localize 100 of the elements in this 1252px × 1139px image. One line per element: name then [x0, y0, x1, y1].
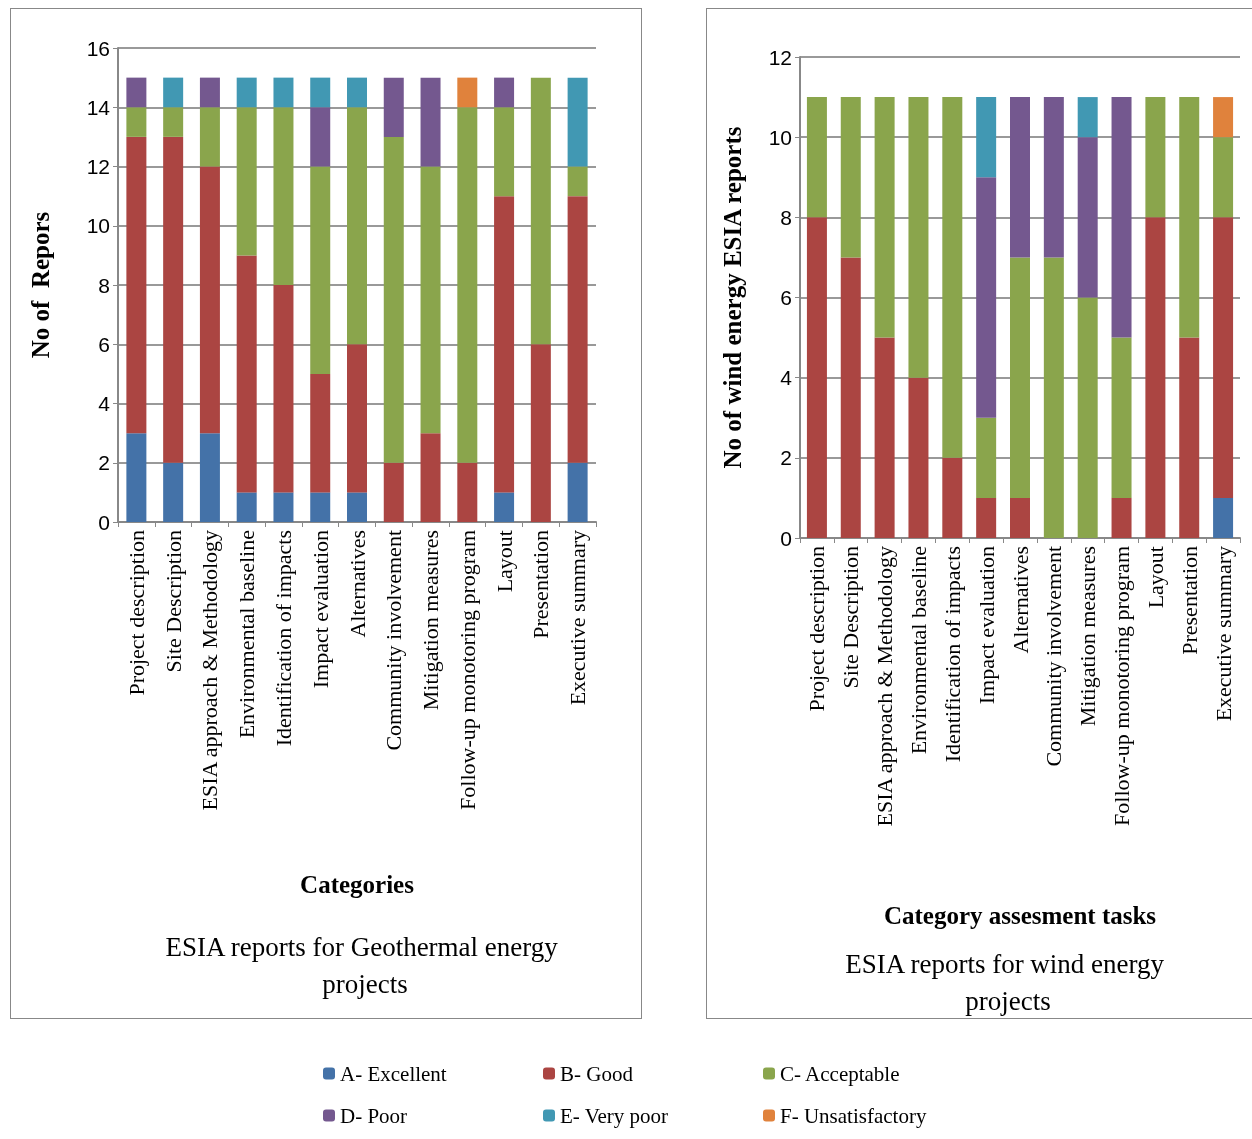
y-tick-label: 14 — [86, 95, 111, 119]
bar — [163, 77, 184, 108]
text: ESIA reports for wind energy projects — [845, 948, 1171, 1016]
bar — [273, 77, 294, 108]
y-tick-label: 16 — [86, 36, 110, 60]
bar — [1077, 137, 1098, 298]
bar — [199, 433, 220, 522]
bar — [347, 77, 367, 108]
y-tick-label: 12 — [86, 155, 110, 178]
x-tick-label: Impact evaluation — [307, 530, 333, 689]
bar — [1010, 497, 1030, 538]
bar — [1145, 97, 1166, 218]
legend-label: D- Poor — [340, 1103, 408, 1128]
x-tick-label: Mitigation measures — [418, 530, 444, 711]
bar — [1213, 97, 1234, 138]
bar — [874, 97, 895, 338]
bar — [567, 166, 588, 197]
bar — [942, 457, 963, 538]
bar — [457, 77, 478, 108]
text: ESIA reports for Geothermal energy projects — [165, 931, 565, 999]
y-tick-label: 2 — [780, 446, 792, 470]
x-tick-label: Executive summary — [565, 530, 591, 706]
bar — [383, 77, 404, 137]
x-tick-label: Layout — [491, 530, 517, 593]
bar — [126, 107, 147, 137]
bar — [126, 136, 147, 434]
bar — [163, 462, 184, 522]
bar — [273, 285, 294, 493]
bar — [199, 77, 220, 108]
bar — [1111, 497, 1132, 538]
bar — [420, 433, 441, 522]
bar — [1010, 97, 1030, 258]
bar — [530, 77, 551, 345]
bar — [126, 77, 147, 108]
x-tick-label: Site Description — [160, 530, 186, 673]
bar — [163, 136, 184, 463]
y-tick-label: 8 — [98, 273, 110, 297]
bar — [976, 177, 997, 418]
y-tick-label: 2 — [98, 451, 110, 475]
bar — [806, 217, 827, 538]
bar — [567, 196, 588, 463]
bar — [494, 107, 515, 197]
x-tick-label: Impact evaluation — [973, 546, 999, 705]
x-axis-title: Category assesment tasks — [883, 902, 1157, 929]
bar — [567, 462, 588, 522]
bar — [310, 107, 331, 167]
x-tick-label: Follow-up monotoring program — [454, 530, 480, 810]
bar — [530, 344, 551, 522]
bar — [236, 77, 257, 108]
bar — [236, 255, 257, 493]
bar — [310, 373, 331, 493]
bar — [976, 417, 997, 498]
x-tick-label: Alternatives — [344, 530, 370, 638]
x-tick-label: Project description — [123, 530, 149, 696]
y-tick-label: 4 — [98, 392, 111, 415]
bar — [347, 344, 367, 493]
bar — [199, 166, 220, 434]
bar — [1179, 337, 1200, 538]
x-tick-label: Project description — [804, 546, 830, 712]
bar — [310, 77, 331, 108]
bar — [199, 107, 220, 167]
bar — [163, 107, 184, 137]
x-tick-label: Presentation — [528, 530, 554, 639]
bar — [494, 492, 515, 522]
bar — [420, 166, 441, 434]
bar — [236, 492, 257, 522]
bar — [806, 97, 827, 218]
legend-label: B- Good — [560, 1061, 634, 1086]
bar — [1145, 217, 1166, 538]
y-tick-label: 10 — [768, 125, 792, 149]
bar — [236, 107, 257, 256]
bar — [494, 77, 515, 108]
bar — [1213, 497, 1234, 538]
y-tick-label: 12 — [768, 45, 792, 69]
bar — [1213, 137, 1234, 218]
bar — [310, 492, 331, 522]
bar — [347, 107, 367, 345]
legend-label: E- Very poor — [560, 1103, 669, 1128]
bar — [310, 166, 331, 374]
legend-label: F- Unsatisfactory — [780, 1103, 927, 1128]
y-axis-title: No of Repors — [27, 211, 54, 359]
bar — [457, 462, 478, 522]
bar — [383, 462, 404, 522]
x-tick-label: Community involvement — [381, 530, 407, 751]
bar — [273, 107, 294, 285]
bar — [347, 492, 367, 522]
bar — [1077, 297, 1098, 538]
x-tick-label: Identification of impacts — [939, 546, 965, 763]
bar — [1077, 97, 1098, 138]
bar — [976, 497, 997, 538]
x-tick-label: Community involvement — [1041, 546, 1067, 767]
bar — [1111, 337, 1132, 498]
x-tick-label: Mitigation measures — [1075, 546, 1101, 727]
bar — [942, 97, 963, 458]
bar — [457, 107, 478, 463]
x-tick-label: Identification of impacts — [270, 530, 296, 747]
bar — [874, 337, 895, 538]
y-axis-title: No of wind energy ESIA reports — [719, 126, 746, 469]
bar — [1213, 217, 1234, 498]
x-tick-label: Follow-up monotoring program — [1109, 546, 1135, 826]
